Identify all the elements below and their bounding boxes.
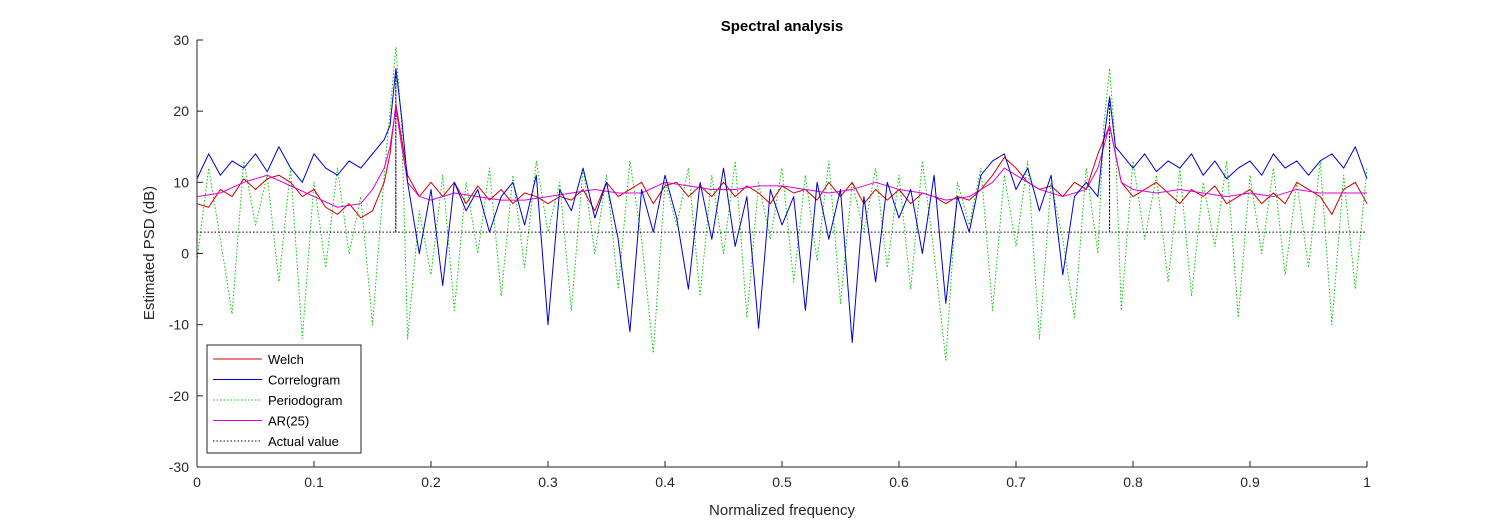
x-tick-label: 0.7 [1006,474,1026,490]
x-tick-label: 1 [1363,474,1371,490]
x-tick-label: 0.3 [538,474,558,490]
legend-label-correlogram: Correlogram [268,373,340,388]
legend-label-periodogram: Periodogram [268,393,342,408]
x-tick-label: 0.8 [1123,474,1143,490]
y-tick-label: 20 [173,103,189,119]
x-axis-label: Normalized frequency [709,502,855,519]
legend: Welch Correlogram Periodogram AR(25) Actual … [206,344,362,454]
y-tick-label: 30 [173,32,189,48]
series-layer [196,46,1368,361]
legend-box [206,344,362,454]
series-line-ar-25 [196,107,1367,208]
x-tick-label: 0.6 [889,474,909,490]
y-tick-label: -20 [169,388,189,404]
plot-area [197,40,1367,467]
y-axis-label: Estimated PSD (dB) [141,186,158,320]
legend-label-ar-25: AR(25) [268,414,309,429]
y-tick-label: 0 [181,246,189,262]
y-tick-label: -30 [169,459,189,475]
y-tick-label: -10 [169,317,189,333]
series-line-periodogram [196,46,1368,361]
legend-label-actual-value: Actual value [268,434,339,449]
x-tick-label: 0.5 [772,474,792,490]
x-ticks: 0 0.1 0.2 0.3 0.4 0.5 0.6 0.7 0.8 0.9 1 [193,461,1371,490]
legend-label-welch: Welch [268,352,304,367]
chart-title: Spectral analysis [721,18,844,35]
x-tick-label: 0.2 [421,474,441,490]
y-tick-label: 10 [173,174,189,190]
series-line-correlogram [196,67,1368,343]
x-tick-label: 0.9 [1240,474,1260,490]
y-ticks: -30 -20 -10 0 10 20 30 [169,32,203,475]
x-tick-label: 0.1 [304,474,324,490]
x-tick-label: 0 [193,474,201,490]
series-line-actual-value [197,75,1367,233]
x-tick-label: 0.4 [655,474,675,490]
